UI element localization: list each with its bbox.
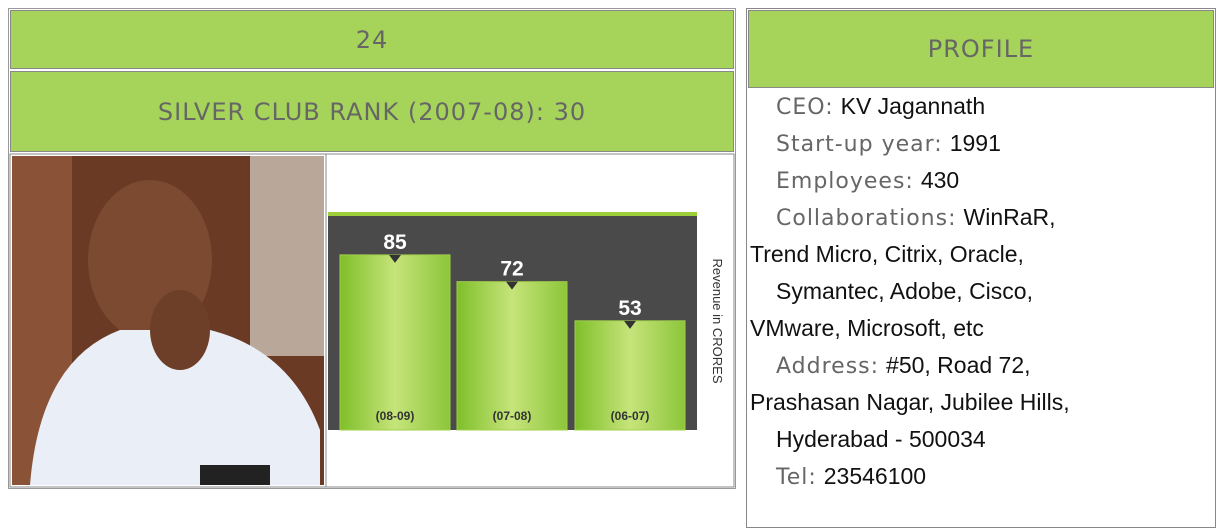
value-label: 85: [383, 231, 407, 254]
profile-value: 23546100: [824, 463, 926, 489]
profile-line: VMware, Microsoft, etc: [750, 310, 1210, 347]
category-label: (07-08): [493, 409, 532, 423]
profile-label: Address:: [776, 354, 879, 379]
value-label: 72: [500, 258, 523, 281]
profile-line: Employees: 430: [750, 162, 1210, 199]
profile-line: Prashasan Nagar, Jubilee Hills,: [750, 384, 1210, 421]
y-axis-label: Revenue in CRORES: [710, 259, 725, 384]
profile-label: Employees:: [776, 169, 914, 194]
profile-line: Tel: 23546100: [750, 458, 1210, 495]
page: 24 SILVER CLUB RANK (2007-08): 30 Revenu…: [0, 0, 1223, 516]
profile-value: KV Jagannath: [841, 93, 986, 119]
profile-value: 430: [921, 167, 959, 193]
category-label: (08-09): [376, 409, 415, 423]
profile-label: Start-up year:: [776, 132, 943, 157]
chart-top-line: [328, 212, 697, 216]
profile-line: Address: #50, Road 72,: [750, 347, 1210, 384]
profile-value: Hyderabad - 500034: [776, 426, 986, 452]
profile-value: #50, Road 72,: [886, 352, 1031, 378]
revenue-chart: Revenue in CRORES 85 (08-09) 72 (07-08) 53 (0…: [0, 0, 740, 495]
profile-line: Collaborations: WinRaR,: [750, 199, 1210, 236]
profile-line: Symantec, Adobe, Cisco,: [750, 273, 1210, 310]
profile-value: WinRaR,: [964, 204, 1056, 230]
profile-line: Hyderabad - 500034: [750, 421, 1210, 458]
profile-value: Prashasan Nagar, Jubilee Hills,: [750, 389, 1070, 415]
profile-line: Start-up year: 1991: [750, 125, 1210, 162]
profile-line: Trend Micro, Citrix, Oracle,: [750, 236, 1210, 273]
bar: [457, 282, 567, 430]
profile-title: PROFILE: [748, 10, 1214, 88]
category-label: (06-07): [611, 409, 650, 423]
profile-line: CEO: KV Jagannath: [750, 88, 1210, 125]
profile-value: VMware, Microsoft, etc: [750, 315, 984, 341]
profile-value: Trend Micro, Citrix, Oracle,: [750, 241, 1024, 267]
profile-value: 1991: [950, 130, 1001, 156]
profile-value: Symantec, Adobe, Cisco,: [776, 278, 1033, 304]
value-label: 53: [618, 297, 641, 320]
profile-label: CEO:: [776, 95, 834, 120]
profile-label: Collaborations:: [776, 206, 957, 231]
profile-label: Tel:: [776, 465, 817, 490]
bar: [340, 255, 450, 430]
